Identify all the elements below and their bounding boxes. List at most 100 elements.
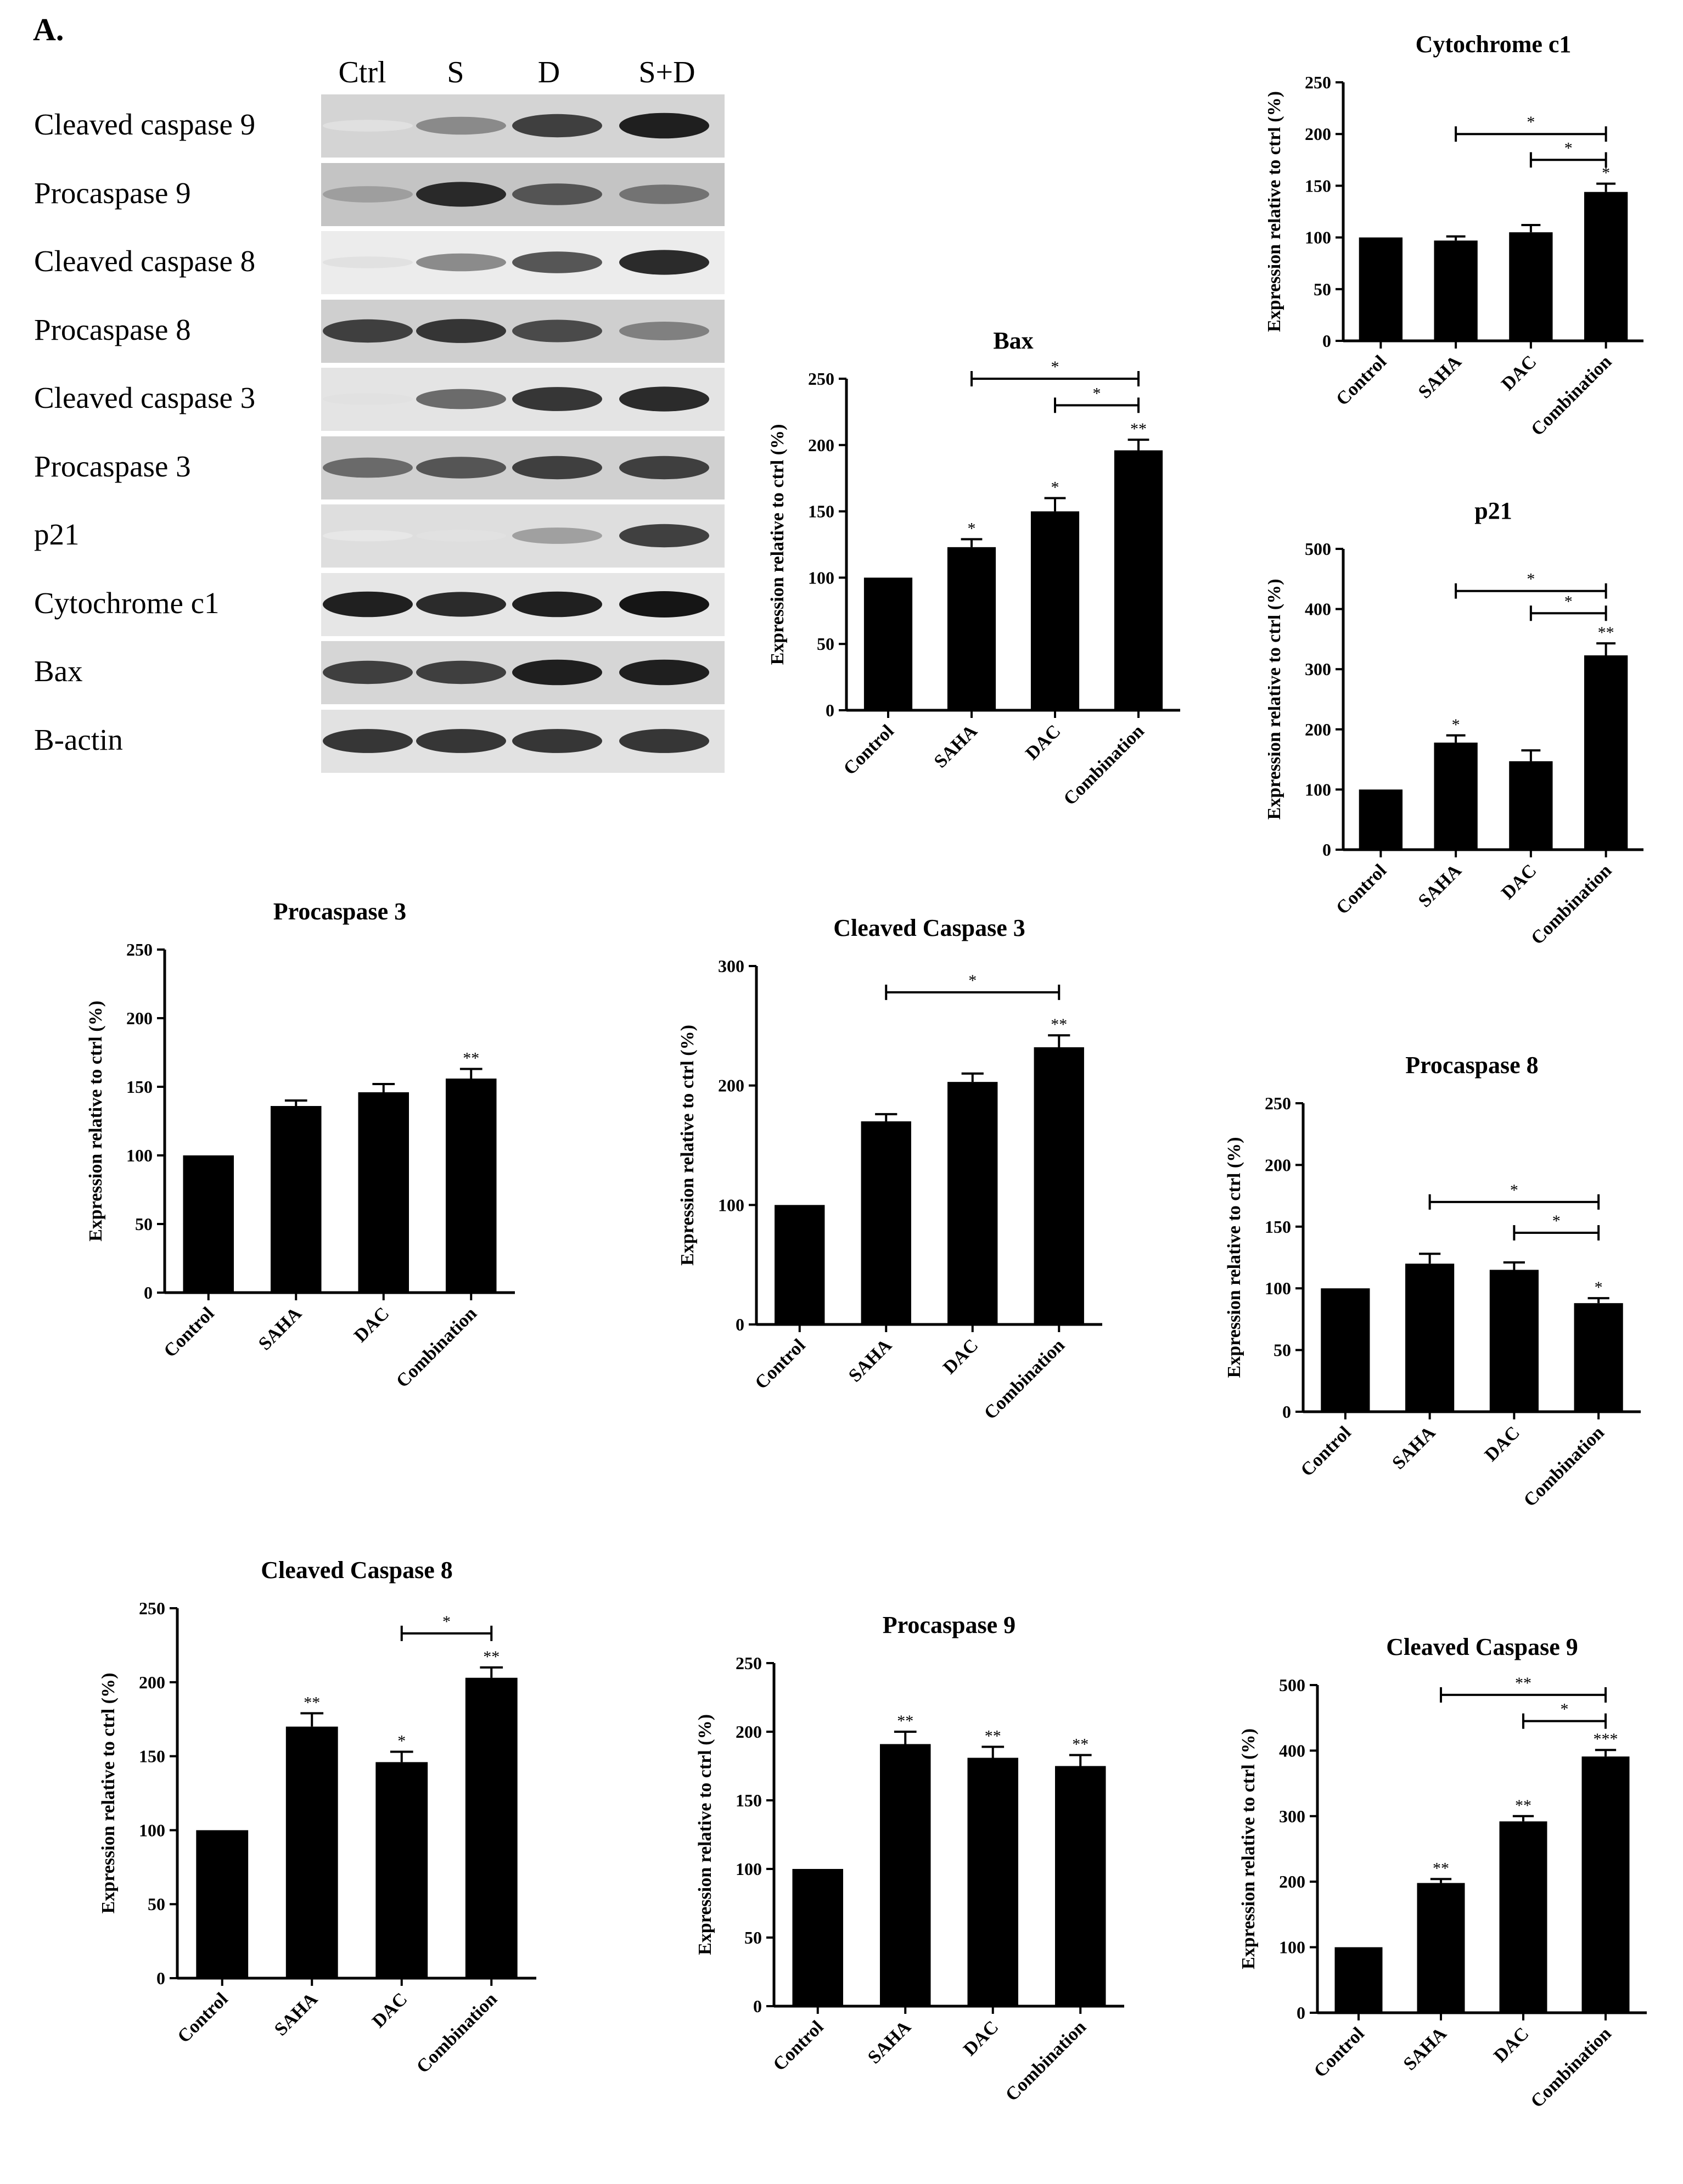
y-tick-label: 100 <box>1305 779 1331 799</box>
chart-procaspase-3: Procaspase 3 Expression relative to ctrl … <box>77 889 538 1466</box>
x-tick-label: Combination <box>1520 1422 1608 1511</box>
lane-label-2: D <box>537 55 560 89</box>
bar <box>375 1762 428 1978</box>
chart-svg: Procaspase 9 Expression relative to ctrl … <box>695 1612 1124 2106</box>
bar <box>445 1079 497 1293</box>
x-tick-label: DAC <box>1481 1422 1524 1465</box>
y-tick-label: 200 <box>139 1672 165 1692</box>
blot-band <box>416 456 506 479</box>
blot-row-label: Bax <box>34 654 83 688</box>
blot-strip <box>321 368 725 431</box>
chart-svg: Procaspase 3 Expression relative to ctrl … <box>86 898 515 1392</box>
bracket-label: * <box>1561 1700 1569 1719</box>
y-axis-label: Expression relative to ctrl (%) <box>86 1001 106 1242</box>
bar <box>792 1869 844 2006</box>
x-tick-label: Combination <box>1002 2017 1090 2105</box>
chart-cleaved-caspase-8: Cleaved Caspase 8 Expression relative to … <box>88 1548 560 2163</box>
chart-title: Bax <box>993 327 1033 354</box>
y-tick-label: 100 <box>808 568 834 587</box>
y-tick-label: 0 <box>1322 331 1331 351</box>
x-tick-label: SAHA <box>1388 1422 1439 1473</box>
blot-strip-image <box>321 162 725 226</box>
blot-band <box>323 186 413 203</box>
x-tick-label: Combination <box>392 1303 481 1391</box>
blot-band <box>323 319 413 343</box>
y-tick-label: 200 <box>808 435 834 455</box>
blot-row-label: Procaspase 3 <box>34 449 191 483</box>
blot-band <box>619 728 709 753</box>
bar <box>465 1677 518 1978</box>
chart-p21: p21 Expression relative to ctrl (%) 0 100 20… <box>1268 489 1663 1004</box>
y-tick-label: 300 <box>718 956 744 976</box>
y-tick-label: 150 <box>126 1077 153 1097</box>
y-tick-label: 250 <box>1305 72 1331 92</box>
significance-mark: ** <box>1433 1859 1449 1877</box>
bracket-label: * <box>1510 1181 1518 1199</box>
y-axis-label: Expression relative to ctrl (%) <box>1268 579 1284 820</box>
blot-band <box>512 456 602 479</box>
bracket-label: * <box>968 972 977 990</box>
y-tick-label: 500 <box>1305 539 1331 559</box>
y-tick-label: 0 <box>826 700 834 720</box>
y-tick-label: 400 <box>1279 1741 1305 1760</box>
bracket-label: * <box>1564 139 1573 157</box>
blot-strip-image <box>321 299 725 363</box>
chart-title: Cleaved Caspase 3 <box>833 914 1025 941</box>
bar <box>1054 1766 1106 2006</box>
blot-strip-image <box>321 641 725 704</box>
significance-mark: ** <box>1051 1015 1067 1034</box>
y-axis-label: Expression relative to ctrl (%) <box>1238 1728 1259 1969</box>
y-axis-label: Expression relative to ctrl (%) <box>1224 1137 1244 1378</box>
bar <box>1581 1756 1630 2013</box>
blot-band <box>512 591 602 617</box>
y-tick-label: 250 <box>808 369 834 389</box>
y-tick-label: 50 <box>1314 279 1331 299</box>
x-tick-label: Combination <box>1060 721 1148 809</box>
bracket-label: * <box>442 1613 451 1631</box>
y-tick-label: 0 <box>1282 1402 1291 1422</box>
bracket-label: * <box>1093 384 1101 402</box>
chart-bax: Bax Expression relative to ctrl (%) 0 50 100… <box>763 318 1202 878</box>
y-tick-label: 150 <box>736 1790 762 1810</box>
blot-band <box>323 530 413 542</box>
bar <box>1509 232 1553 341</box>
bar <box>358 1092 409 1293</box>
y-tick-label: 150 <box>1305 176 1331 195</box>
blot-band <box>619 250 709 275</box>
blot-row-label: Procaspase 8 <box>34 312 191 346</box>
y-tick-label: 200 <box>718 1076 744 1096</box>
x-tick-label: SAHA <box>1415 860 1466 911</box>
bar <box>967 1758 1019 2006</box>
y-tick-label: 300 <box>1305 659 1331 679</box>
blot-strip-image <box>321 231 725 294</box>
lane-label-3: S+D <box>638 55 695 89</box>
significance-mark: ** <box>1598 624 1614 642</box>
y-tick-label: 200 <box>1279 1872 1305 1891</box>
blot-strip <box>321 162 725 226</box>
blot-row-label: Cleaved caspase 8 <box>34 244 256 278</box>
blot-strip-image <box>321 504 725 568</box>
bar <box>1030 511 1080 710</box>
blot-band <box>512 319 602 342</box>
x-tick-label: DAC <box>1497 860 1540 903</box>
chart-title: Cleaved Caspase 8 <box>261 1557 453 1584</box>
y-tick-label: 0 <box>1297 2003 1305 2023</box>
blot-band <box>416 660 506 684</box>
x-tick-label: Control <box>1332 860 1390 918</box>
blot-band <box>619 524 709 548</box>
blot-strip <box>321 504 725 568</box>
chart-cleaved-caspase-9: Cleaved Caspase 9 Expression relative to … <box>1235 1625 1669 2179</box>
blot-band <box>416 591 506 617</box>
bar <box>947 1082 998 1324</box>
bracket-label: * <box>1051 358 1059 376</box>
y-tick-label: 50 <box>744 1928 762 1947</box>
blot-band <box>323 393 413 405</box>
x-tick-label: Control <box>1310 2023 1368 2081</box>
chart-title: Procaspase 3 <box>273 898 406 925</box>
y-tick-label: 100 <box>718 1195 744 1215</box>
y-tick-label: 250 <box>126 940 153 959</box>
significance-mark: ** <box>897 1712 913 1730</box>
bar <box>1321 1288 1370 1412</box>
blot-band <box>416 728 506 753</box>
lane-label-1: S <box>447 55 464 89</box>
